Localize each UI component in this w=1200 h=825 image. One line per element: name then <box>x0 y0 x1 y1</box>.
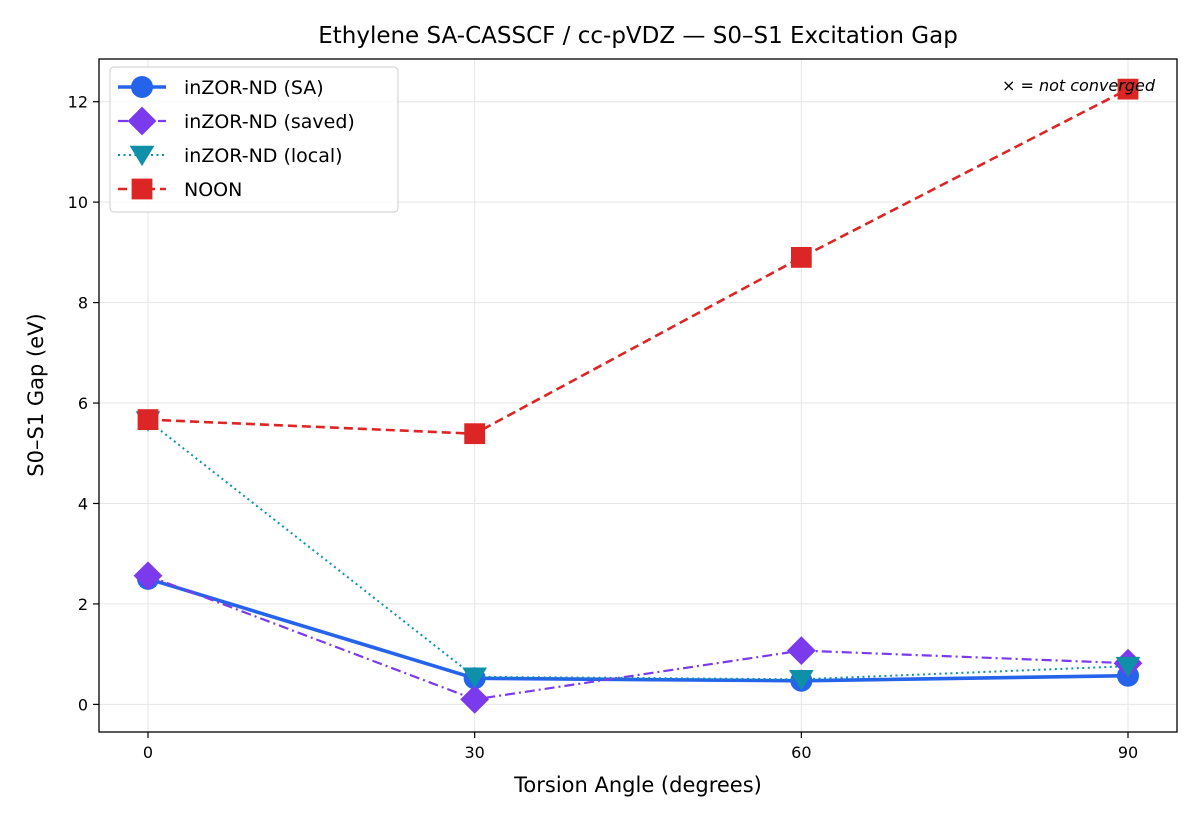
series-3 <box>137 78 1139 445</box>
series-line <box>147 87 1129 436</box>
y-tick-label: 4 <box>78 494 88 513</box>
series-1 <box>133 561 1143 714</box>
y-tick-label: 12 <box>68 93 88 112</box>
legend: inZOR-ND (SA) inZOR-ND (saved) inZOR-ND (l… <box>109 66 399 213</box>
x-tick-label: 90 <box>1118 743 1138 762</box>
series-line <box>147 419 1129 681</box>
data-point <box>462 667 488 688</box>
y-tick-label: 6 <box>78 394 88 413</box>
axis-ticks: 0 30 60 90 0 2 4 6 8 10 12 <box>68 93 1139 762</box>
legend-label: inZOR-ND (local) <box>184 145 343 167</box>
chart-title: Ethylene SA-CASSCF / cc-pVDZ — S0–S1 Exc… <box>318 23 958 49</box>
y-tick-label: 8 <box>78 294 88 313</box>
legend-marker <box>129 145 155 167</box>
y-tick-label: 2 <box>78 595 88 614</box>
legend-marker <box>131 76 153 98</box>
data-point <box>1115 656 1141 678</box>
data-point <box>133 561 163 591</box>
data-point <box>1117 78 1139 100</box>
legend-marker <box>131 178 153 200</box>
data-point <box>788 669 814 691</box>
y-axis-label: S0–S1 Gap (eV) <box>24 313 48 476</box>
y-tick-label: 10 <box>68 193 88 212</box>
plot-frame <box>98 58 1178 733</box>
legend-label: inZOR-ND (saved) <box>184 111 355 133</box>
data-point <box>790 246 812 268</box>
legend-label: NOON <box>184 179 242 201</box>
x-tick-label: 0 <box>143 743 153 762</box>
data-point <box>786 636 816 666</box>
y-tick-label: 0 <box>78 695 88 714</box>
series-line <box>147 574 1129 701</box>
x-tick-label: 30 <box>464 743 484 762</box>
data-point <box>137 409 159 431</box>
grid <box>99 59 1177 732</box>
legend-label: inZOR-ND (SA) <box>184 77 324 99</box>
x-axis-label: Torsion Angle (degrees) <box>513 773 762 797</box>
legend-box <box>109 66 399 213</box>
data-point <box>460 684 490 714</box>
series-line <box>147 577 1129 683</box>
not-converged-annotation: × = not converged <box>1002 76 1156 95</box>
data-point <box>464 423 486 445</box>
annotation-prefix: × = <box>1002 76 1039 95</box>
series-layer <box>133 78 1143 714</box>
x-tick-label: 60 <box>791 743 811 762</box>
legend-marker <box>127 106 157 136</box>
annotation-text: not converged <box>1039 76 1156 95</box>
